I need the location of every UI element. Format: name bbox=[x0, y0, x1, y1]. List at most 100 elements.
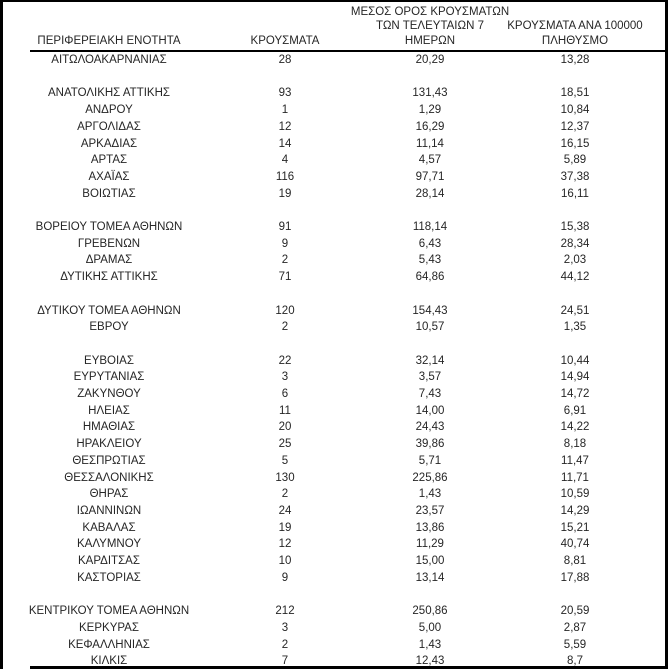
table-row: ΒΟΙΩΤΙΑΣ 19 28,14 16,11 bbox=[3, 186, 645, 203]
separator-row bbox=[3, 69, 645, 86]
value-cell: 1,43 bbox=[418, 488, 442, 501]
cases-table: ΑΙΤΩΛΟΑΚΑΡΝΑΝΙΑΣ 28 20,29 13,28 ΑΝΑΤΟΛΙΚΗΣ Α… bbox=[3, 52, 645, 669]
table-row: ΚΑΛΥΜΝΟΥ 12 11,29 40,74 bbox=[3, 536, 645, 553]
column-header-line: ΚΡΟΥΣΜΑΤΑ bbox=[250, 34, 320, 47]
column-header-line: ΠΛΗΘΥΣΜΟ bbox=[541, 34, 609, 47]
value-cell: 12,37 bbox=[560, 120, 590, 133]
value-cell: 16,11 bbox=[561, 187, 589, 200]
separator-row bbox=[3, 336, 645, 353]
column-header-line: ΤΩΝ ΤΕΛΕΥΤΑΙΩΝ 7 bbox=[376, 20, 484, 32]
value-cell: 64,86 bbox=[415, 271, 445, 284]
separator-row bbox=[3, 202, 645, 219]
column-header-line: ΚΡΟΥΣΜΑΤΑ ΑΝΑ 100000 bbox=[507, 20, 643, 32]
value-cell: 118,14 bbox=[412, 221, 448, 233]
value-cell: 14,22 bbox=[560, 421, 590, 434]
regional-unit-cell: ΒΟΡΕΙΟΥ ΤΟΜΕΑ ΑΘΗΝΩΝ bbox=[35, 221, 183, 233]
table-row: ΗΡΑΚΛΕΙΟΥ 25 39,86 8,18 bbox=[3, 436, 645, 453]
value-cell: 9 bbox=[281, 571, 289, 584]
value-cell: 2 bbox=[281, 638, 289, 651]
table-row: ΕΒΡΟΥ 2 10,57 1,35 bbox=[3, 319, 645, 336]
value-cell: 10,57 bbox=[415, 321, 445, 334]
value-cell: 16,15 bbox=[560, 137, 590, 150]
value-cell: 2,03 bbox=[563, 254, 587, 267]
value-cell: 97,71 bbox=[415, 170, 445, 183]
value-cell: 4,57 bbox=[418, 154, 442, 167]
table-row: ΑΝΔΡΟΥ 1 1,29 10,84 bbox=[3, 102, 645, 119]
value-cell: 14,00 bbox=[415, 404, 445, 417]
regional-unit-cell: ΑΝΑΤΟΛΙΚΗΣ ΑΤΤΙΚΗΣ bbox=[47, 87, 170, 100]
value-cell: 28 bbox=[278, 54, 292, 66]
value-cell: 20 bbox=[278, 421, 292, 434]
column-header-cases-per-100000: ΚΡΟΥΣΜΑΤΑ ΑΝΑ 100000 ΠΛΗΘΥΣΜΟ bbox=[505, 2, 645, 50]
value-cell: 12 bbox=[278, 538, 292, 551]
regional-unit-cell: ΑΡΚΑΔΙΑΣ bbox=[80, 137, 138, 150]
value-cell: 10,44 bbox=[560, 354, 590, 367]
value-cell: 5,71 bbox=[418, 454, 442, 467]
separator-cell bbox=[3, 202, 645, 219]
column-header-line: ΜΕΣΟΣ ΟΡΟΣ ΚΡΟΥΣΜΑΤΩΝ bbox=[350, 5, 510, 18]
value-cell: 40,74 bbox=[560, 538, 590, 551]
table-row: ΚΑΒΑΛΑΣ 19 13,86 15,21 bbox=[3, 520, 645, 537]
value-cell: 2 bbox=[281, 254, 289, 267]
regional-unit-cell: ΚΕΦΑΛΛΗΝΙΑΣ bbox=[68, 638, 150, 651]
value-cell: 10 bbox=[278, 555, 292, 568]
value-cell: 5,59 bbox=[563, 638, 587, 651]
table-row: ΘΕΣΣΑΛΟΝΙΚΗΣ 130 225,86 11,71 bbox=[3, 470, 645, 487]
value-cell: 11,14 bbox=[416, 137, 444, 150]
regional-unit-cell: ΗΛΕΙΑΣ bbox=[88, 404, 130, 417]
value-cell: 19 bbox=[278, 187, 292, 200]
value-cell: 37,38 bbox=[560, 170, 590, 183]
value-cell: 120 bbox=[275, 304, 295, 317]
table-row: ΚΑΡΔΙΤΣΑΣ 10 15,00 8,81 bbox=[3, 553, 645, 570]
value-cell: 6,43 bbox=[418, 237, 442, 250]
separator-cell bbox=[3, 69, 645, 86]
value-cell: 2 bbox=[281, 321, 289, 334]
regional-unit-cell: ΑΡΓΟΛΙΔΑΣ bbox=[77, 120, 141, 133]
value-cell: 14 bbox=[278, 137, 292, 150]
table-row: ΑΡΤΑΣ 4 4,57 5,89 bbox=[3, 152, 645, 169]
value-cell: 13,28 bbox=[560, 54, 590, 66]
value-cell: 11 bbox=[279, 404, 291, 417]
value-cell: 1 bbox=[281, 104, 289, 117]
table-row: ΑΙΤΩΛΟΑΚΑΡΝΑΝΙΑΣ 28 20,29 13,28 bbox=[3, 52, 645, 69]
value-cell: 14,72 bbox=[560, 388, 590, 400]
value-cell: 5,43 bbox=[418, 254, 442, 267]
regional-unit-cell: ΕΥΡΥΤΑΝΙΑΣ bbox=[73, 371, 145, 384]
table-row: ΔΡΑΜΑΣ 2 5,43 2,03 bbox=[3, 252, 645, 269]
value-cell: 44,12 bbox=[560, 271, 590, 284]
value-cell: 8,81 bbox=[563, 555, 587, 568]
separator-cell bbox=[3, 586, 645, 603]
table-row: ΚΕΝΤΡΙΚΟΥ ΤΟΜΕΑ ΑΘΗΝΩΝ 212 250,86 20,59 bbox=[3, 603, 645, 620]
regional-unit-cell: ΚΑΒΑΛΑΣ bbox=[82, 521, 136, 534]
value-cell: 8,7 bbox=[567, 655, 583, 668]
regional-unit-cell: ΔΥΤΙΚΗΣ ΑΤΤΙΚΗΣ bbox=[60, 271, 158, 284]
value-cell: 13,86 bbox=[415, 521, 445, 534]
value-cell: 6 bbox=[281, 388, 289, 400]
table-body: ΑΙΤΩΛΟΑΚΑΡΝΑΝΙΑΣ 28 20,29 13,28 ΑΝΑΤΟΛΙΚΗΣ Α… bbox=[3, 52, 645, 669]
regional-unit-cell: ΚΑΡΔΙΤΣΑΣ bbox=[78, 555, 140, 568]
regional-unit-cell: ΓΡΕΒΕΝΩΝ bbox=[77, 237, 141, 250]
regional-unit-cell: ΖΑΚΥΝΘΟΥ bbox=[77, 388, 141, 400]
value-cell: 20,59 bbox=[560, 605, 590, 618]
value-cell: 3,57 bbox=[418, 371, 442, 384]
table-row: ΘΗΡΑΣ 2 1,43 10,59 bbox=[3, 486, 645, 503]
value-cell: 1,43 bbox=[418, 638, 442, 651]
value-cell: 130 bbox=[275, 471, 295, 484]
value-cell: 24 bbox=[278, 504, 292, 517]
table-row: ΕΥΡΥΤΑΝΙΑΣ 3 3,57 14,94 bbox=[3, 369, 645, 386]
regional-unit-cell: ΑΝΔΡΟΥ bbox=[85, 104, 133, 117]
value-cell: 10,59 bbox=[560, 488, 590, 501]
table-row: ΚΕΡΚΥΡΑΣ 3 5,00 2,87 bbox=[3, 620, 645, 637]
regional-unit-cell: ΕΥΒΟΙΑΣ bbox=[84, 354, 134, 367]
regional-unit-cell: ΘΗΡΑΣ bbox=[89, 488, 129, 501]
value-cell: 20,29 bbox=[415, 54, 445, 66]
regional-unit-cell: ΔΡΑΜΑΣ bbox=[85, 254, 133, 267]
table-row: ΑΧΑΪΑΣ 116 97,71 37,38 bbox=[3, 169, 645, 186]
table-row: ΗΛΕΙΑΣ 11 14,00 6,91 bbox=[3, 403, 645, 420]
value-cell: 24,43 bbox=[415, 421, 445, 434]
value-cell: 24,51 bbox=[560, 304, 590, 317]
value-cell: 7,43 bbox=[418, 388, 442, 400]
regional-unit-cell: ΗΡΑΚΛΕΙΟΥ bbox=[76, 438, 142, 451]
value-cell: 39,86 bbox=[415, 438, 445, 451]
value-cell: 1,29 bbox=[418, 104, 442, 117]
